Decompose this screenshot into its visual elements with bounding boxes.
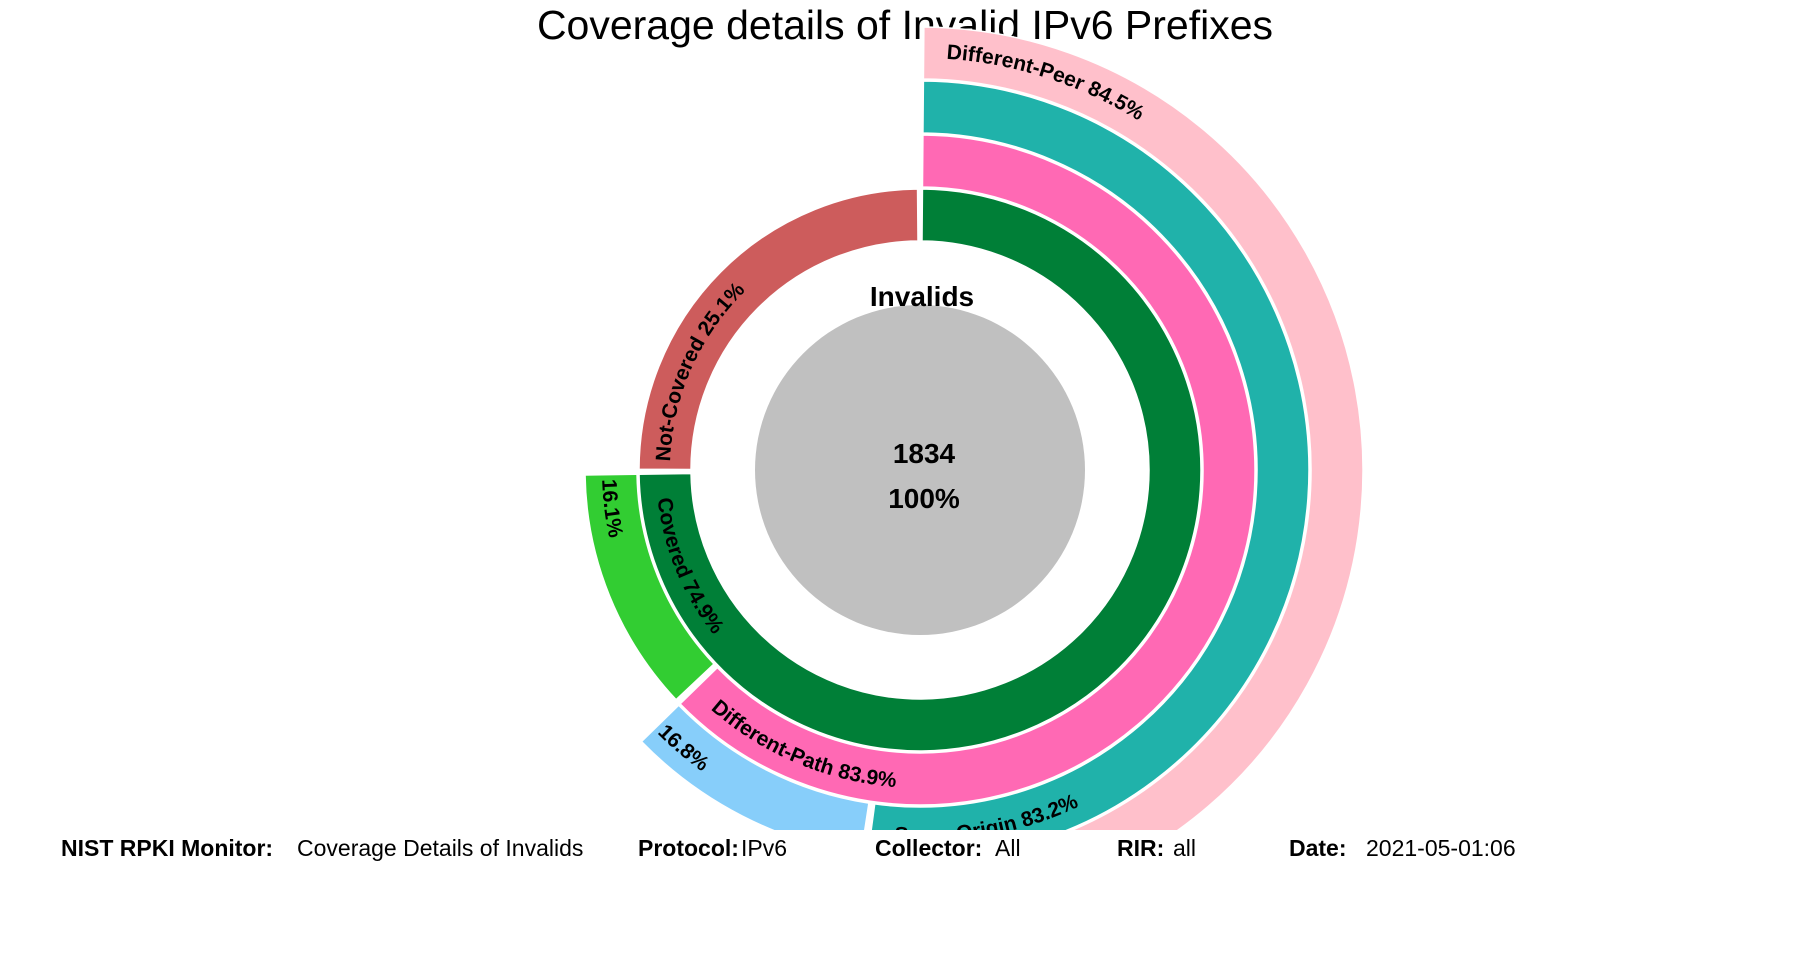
footer-date-key: Date: (1289, 835, 1347, 861)
ring3-segment-same-origin-83-2pct (870, 80, 1310, 830)
center-circle (755, 305, 1085, 635)
ring2-segment-16-1pct (584, 473, 716, 701)
ring1-segment-covered-74-9pct (638, 188, 1202, 752)
footer-date-value: 2021-05-01:06 (1366, 835, 1516, 861)
center-label: Invalids (870, 281, 974, 312)
footer-monitor-value: Coverage Details of Invalids (297, 835, 584, 861)
ring2-segment-different-path-83-9pct (679, 134, 1256, 806)
footer-rir-value: all (1173, 835, 1197, 861)
footer-protocol-key: Protocol: (638, 835, 739, 861)
footer-collector-value: All (995, 835, 1021, 861)
footer: NIST RPKI Monitor: Coverage Details of I… (0, 835, 1800, 865)
footer-monitor-key: NIST RPKI Monitor: (61, 835, 274, 861)
sunburst-chart: Invalids 1834 100% Covered 74.9%Not-Cove… (584, 26, 1364, 830)
ring3-segment-16-8pct (640, 704, 870, 830)
ring4-segment-different-peer-84-5pct (922, 26, 1364, 830)
footer-rir-key: RIR: (1117, 835, 1165, 861)
footer-protocol-value: IPv6 (741, 835, 788, 861)
center-value: 1834 (893, 438, 956, 469)
footer-collector-key: Collector: (875, 835, 983, 861)
center-percent: 100% (888, 483, 960, 514)
chart-title: Coverage details of Invalid IPv6 Prefixe… (536, 2, 1274, 48)
ring1-segment-not-covered-25-1pct (638, 188, 919, 471)
